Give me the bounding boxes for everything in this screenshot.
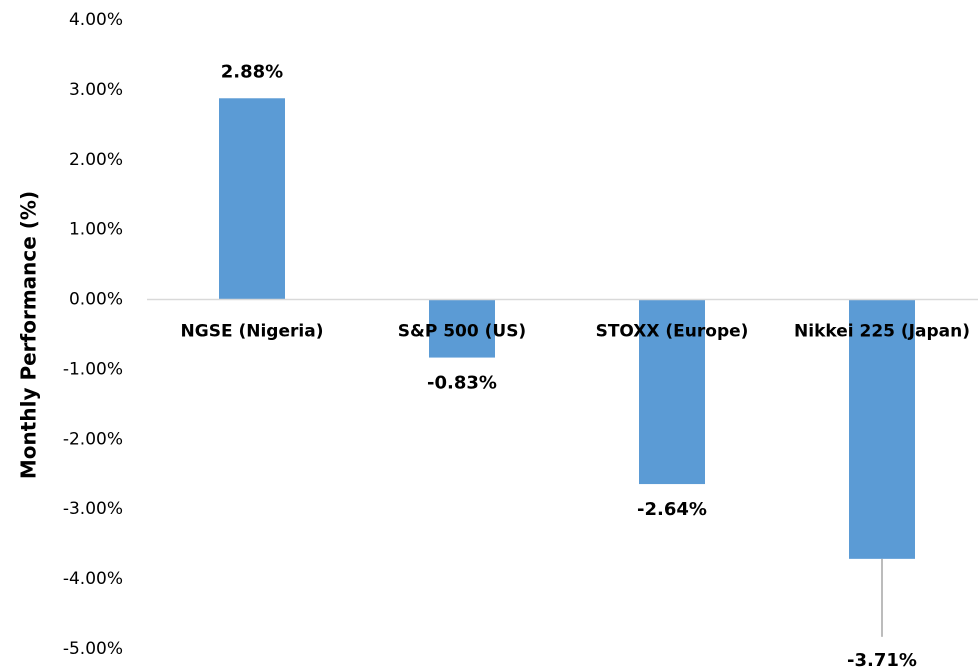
y-axis-title: Monthly Performance (%) [17, 191, 41, 479]
x-tick-label: NGSE (Nigeria) [181, 322, 324, 342]
value-label: -0.83% [427, 373, 497, 394]
y-tick-label: -3.00% [63, 499, 123, 519]
y-tick-label: -2.00% [63, 429, 123, 449]
y-tick-label: 4.00% [69, 10, 123, 30]
bar [849, 299, 915, 559]
bar [219, 98, 285, 300]
x-tick-label: S&P 500 (US) [398, 322, 526, 342]
value-label: -3.71% [847, 650, 917, 671]
value-label: -2.64% [637, 499, 707, 520]
x-tick-label: Nikkei 225 (Japan) [794, 322, 970, 342]
y-tick-label: 2.00% [69, 150, 123, 170]
bar [429, 299, 495, 358]
y-tick-label: -4.00% [63, 569, 123, 589]
bar [639, 299, 705, 485]
x-tick-label: STOXX (Europe) [596, 322, 749, 342]
y-tick-label: -5.00% [63, 639, 123, 659]
y-tick-label: 1.00% [69, 220, 123, 240]
y-tick-label: -1.00% [63, 359, 123, 379]
y-tick-label: 3.00% [69, 80, 123, 100]
y-tick-label: 0.00% [69, 290, 123, 310]
value-label: 2.88% [221, 61, 283, 82]
